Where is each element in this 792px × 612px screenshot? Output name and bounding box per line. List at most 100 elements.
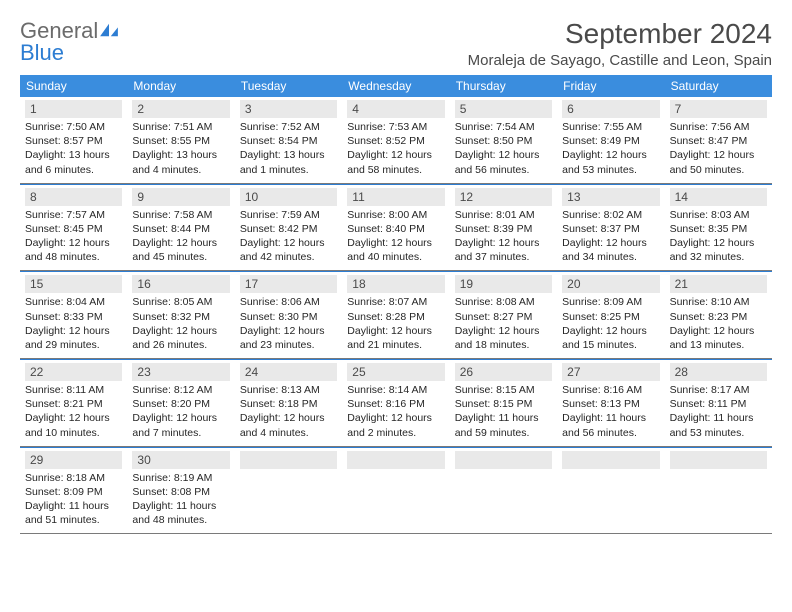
calendar-cell: 3Sunrise: 7:52 AMSunset: 8:54 PMDaylight…	[235, 97, 342, 184]
calendar-cell: 24Sunrise: 8:13 AMSunset: 8:18 PMDayligh…	[235, 359, 342, 447]
day-number: 10	[240, 188, 337, 206]
sunrise-text: Sunrise: 7:51 AM	[132, 120, 229, 134]
logo: General Blue	[20, 18, 120, 66]
sunset-text: Sunset: 8:30 PM	[240, 310, 337, 324]
daylight-text: Daylight: 12 hours and 37 minutes.	[455, 236, 552, 264]
daylight-text: Daylight: 11 hours and 53 minutes.	[670, 411, 767, 439]
daylight-text: Daylight: 11 hours and 59 minutes.	[455, 411, 552, 439]
calendar-cell: 17Sunrise: 8:06 AMSunset: 8:30 PMDayligh…	[235, 271, 342, 359]
day-number: 4	[347, 100, 444, 118]
calendar-cell: 15Sunrise: 8:04 AMSunset: 8:33 PMDayligh…	[20, 271, 127, 359]
day-info: Sunrise: 8:00 AMSunset: 8:40 PMDaylight:…	[347, 206, 444, 265]
day-info: Sunrise: 8:12 AMSunset: 8:20 PMDaylight:…	[132, 381, 229, 440]
day-number: 8	[25, 188, 122, 206]
calendar-cell	[665, 447, 772, 535]
day-info: Sunrise: 7:54 AMSunset: 8:50 PMDaylight:…	[455, 118, 552, 177]
daylight-text: Daylight: 13 hours and 6 minutes.	[25, 148, 122, 176]
sunset-text: Sunset: 8:25 PM	[562, 310, 659, 324]
sunset-text: Sunset: 8:54 PM	[240, 134, 337, 148]
day-number: 18	[347, 275, 444, 293]
day-info: Sunrise: 7:55 AMSunset: 8:49 PMDaylight:…	[562, 118, 659, 177]
sunset-text: Sunset: 8:50 PM	[455, 134, 552, 148]
sunrise-text: Sunrise: 7:57 AM	[25, 208, 122, 222]
day-number: 16	[132, 275, 229, 293]
sunrise-text: Sunrise: 8:13 AM	[240, 383, 337, 397]
sunrise-text: Sunrise: 8:02 AM	[562, 208, 659, 222]
sunrise-text: Sunrise: 8:07 AM	[347, 295, 444, 309]
calendar-cell: 18Sunrise: 8:07 AMSunset: 8:28 PMDayligh…	[342, 271, 449, 359]
page-subtitle: Moraleja de Sayago, Castille and Leon, S…	[468, 52, 772, 69]
day-info: Sunrise: 8:01 AMSunset: 8:39 PMDaylight:…	[455, 206, 552, 265]
calendar-cell: 30Sunrise: 8:19 AMSunset: 8:08 PMDayligh…	[127, 447, 234, 535]
sunrise-text: Sunrise: 8:12 AM	[132, 383, 229, 397]
dayhead-thursday: Thursday	[450, 75, 557, 97]
empty-info	[670, 469, 767, 521]
sunset-text: Sunset: 8:27 PM	[455, 310, 552, 324]
sunrise-text: Sunrise: 7:54 AM	[455, 120, 552, 134]
day-number: 25	[347, 363, 444, 381]
daylight-text: Daylight: 12 hours and 34 minutes.	[562, 236, 659, 264]
empty-daynum	[347, 451, 444, 469]
dayhead-wednesday: Wednesday	[342, 75, 449, 97]
calendar-cell	[235, 447, 342, 535]
sunset-text: Sunset: 8:55 PM	[132, 134, 229, 148]
day-number: 21	[670, 275, 767, 293]
daylight-text: Daylight: 12 hours and 15 minutes.	[562, 324, 659, 352]
day-number: 17	[240, 275, 337, 293]
calendar-cell: 4Sunrise: 7:53 AMSunset: 8:52 PMDaylight…	[342, 97, 449, 184]
sunset-text: Sunset: 8:18 PM	[240, 397, 337, 411]
sunset-text: Sunset: 8:57 PM	[25, 134, 122, 148]
day-number: 11	[347, 188, 444, 206]
dayhead-friday: Friday	[557, 75, 664, 97]
sunrise-text: Sunrise: 8:18 AM	[25, 471, 122, 485]
empty-info	[455, 469, 552, 521]
logo-sail-icon	[98, 22, 120, 38]
sunset-text: Sunset: 8:32 PM	[132, 310, 229, 324]
day-info: Sunrise: 7:56 AMSunset: 8:47 PMDaylight:…	[670, 118, 767, 177]
day-info: Sunrise: 8:18 AMSunset: 8:09 PMDaylight:…	[25, 469, 122, 528]
day-number: 29	[25, 451, 122, 469]
sunset-text: Sunset: 8:13 PM	[562, 397, 659, 411]
day-number: 22	[25, 363, 122, 381]
empty-daynum	[562, 451, 659, 469]
sunrise-text: Sunrise: 8:00 AM	[347, 208, 444, 222]
logo-text-blue: Blue	[20, 40, 64, 65]
calendar-cell: 1Sunrise: 7:50 AMSunset: 8:57 PMDaylight…	[20, 97, 127, 184]
calendar-cell: 25Sunrise: 8:14 AMSunset: 8:16 PMDayligh…	[342, 359, 449, 447]
day-info: Sunrise: 8:16 AMSunset: 8:13 PMDaylight:…	[562, 381, 659, 440]
sunset-text: Sunset: 8:49 PM	[562, 134, 659, 148]
calendar-cell	[342, 447, 449, 535]
calendar-cell: 11Sunrise: 8:00 AMSunset: 8:40 PMDayligh…	[342, 184, 449, 272]
day-number: 30	[132, 451, 229, 469]
sunset-text: Sunset: 8:08 PM	[132, 485, 229, 499]
daylight-text: Daylight: 12 hours and 42 minutes.	[240, 236, 337, 264]
empty-daynum	[670, 451, 767, 469]
calendar-cell: 29Sunrise: 8:18 AMSunset: 8:09 PMDayligh…	[20, 447, 127, 535]
calendar-cell: 12Sunrise: 8:01 AMSunset: 8:39 PMDayligh…	[450, 184, 557, 272]
sunrise-text: Sunrise: 8:15 AM	[455, 383, 552, 397]
daylight-text: Daylight: 12 hours and 50 minutes.	[670, 148, 767, 176]
daylight-text: Daylight: 11 hours and 56 minutes.	[562, 411, 659, 439]
sunset-text: Sunset: 8:21 PM	[25, 397, 122, 411]
sunset-text: Sunset: 8:47 PM	[670, 134, 767, 148]
sunrise-text: Sunrise: 8:09 AM	[562, 295, 659, 309]
daylight-text: Daylight: 12 hours and 48 minutes.	[25, 236, 122, 264]
calendar-cell	[557, 447, 664, 535]
sunrise-text: Sunrise: 8:06 AM	[240, 295, 337, 309]
sunset-text: Sunset: 8:28 PM	[347, 310, 444, 324]
calendar-cell: 27Sunrise: 8:16 AMSunset: 8:13 PMDayligh…	[557, 359, 664, 447]
day-number: 2	[132, 100, 229, 118]
day-number: 20	[562, 275, 659, 293]
dayhead-tuesday: Tuesday	[235, 75, 342, 97]
day-number: 3	[240, 100, 337, 118]
day-info: Sunrise: 8:15 AMSunset: 8:15 PMDaylight:…	[455, 381, 552, 440]
daylight-text: Daylight: 12 hours and 40 minutes.	[347, 236, 444, 264]
day-number: 23	[132, 363, 229, 381]
sunset-text: Sunset: 8:44 PM	[132, 222, 229, 236]
day-info: Sunrise: 7:53 AMSunset: 8:52 PMDaylight:…	[347, 118, 444, 177]
sunrise-text: Sunrise: 8:16 AM	[562, 383, 659, 397]
day-number: 7	[670, 100, 767, 118]
sunrise-text: Sunrise: 7:56 AM	[670, 120, 767, 134]
day-info: Sunrise: 7:50 AMSunset: 8:57 PMDaylight:…	[25, 118, 122, 177]
day-info: Sunrise: 7:57 AMSunset: 8:45 PMDaylight:…	[25, 206, 122, 265]
